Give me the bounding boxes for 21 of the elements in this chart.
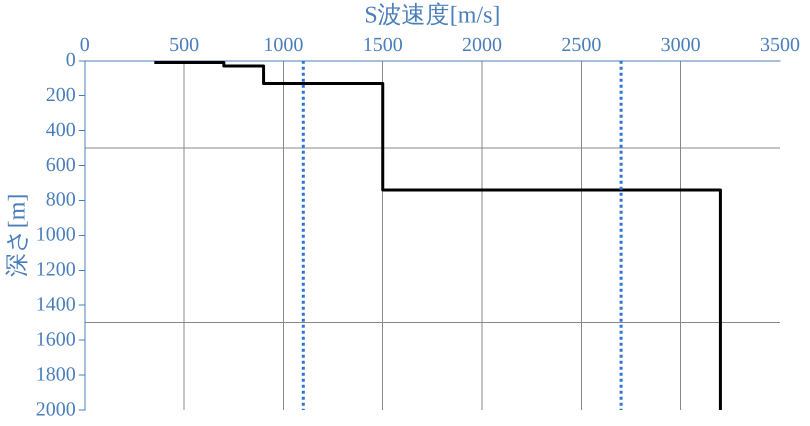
y-tick-label: 1600 <box>36 328 76 350</box>
x-tick-label: 3000 <box>660 34 701 56</box>
y-tick-label: 1800 <box>36 363 76 386</box>
y-tick-label: 1200 <box>36 258 76 281</box>
x-tick-label: 3500 <box>760 34 800 56</box>
y-tick-label: 0 <box>66 49 76 72</box>
y-tick-label: 600 <box>46 154 76 176</box>
x-tick-label: 0 <box>80 34 90 56</box>
x-tick-label: 1000 <box>263 34 304 56</box>
y-tick-label: 400 <box>46 118 76 141</box>
x-tick-label: 500 <box>169 34 200 56</box>
y-tick-label: 200 <box>46 84 76 106</box>
y-tick-label: 800 <box>46 188 76 211</box>
y-axis-title: 深さ[m] <box>4 194 31 278</box>
y-tick-label: 2000 <box>36 398 76 420</box>
x-tick-label: 2000 <box>462 34 502 56</box>
x-tick-label: 2500 <box>561 34 602 56</box>
x-axis-title: S波速度[m/s] <box>364 2 500 29</box>
y-tick-label: 1000 <box>36 224 76 246</box>
x-tick-label: 1500 <box>362 34 403 56</box>
y-tick-label: 1400 <box>36 293 76 316</box>
